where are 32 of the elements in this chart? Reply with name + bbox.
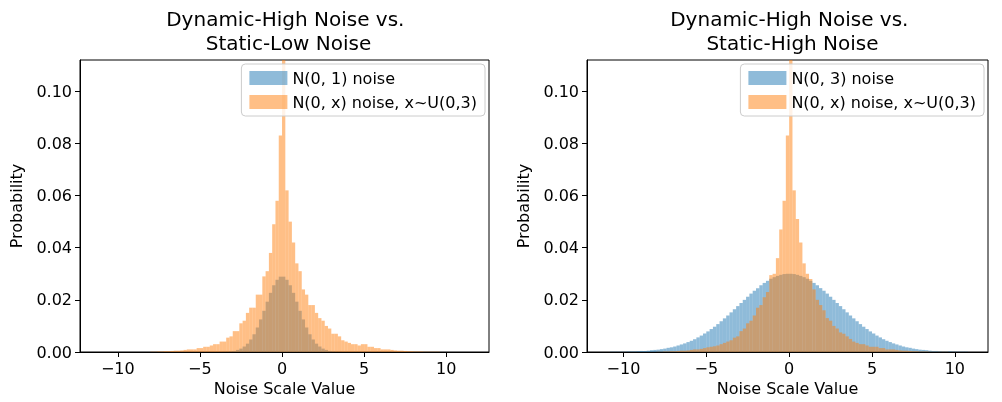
y-tick-label: 0.08 bbox=[543, 133, 579, 153]
y-tick-label: 0.10 bbox=[36, 81, 72, 101]
y-tick-label: 0.06 bbox=[36, 186, 72, 206]
legend-label: N(0, x) noise, x~U(0,3) bbox=[791, 92, 977, 112]
y-tick-label: 0.00 bbox=[543, 342, 579, 362]
x-tick-label: 5 bbox=[359, 358, 370, 378]
legend-label: N(0, 3) noise bbox=[791, 68, 895, 88]
y-axis-title: Probability bbox=[6, 163, 26, 249]
x-tick-label: −5 bbox=[694, 358, 719, 378]
chart-title: Dynamic-High Noise vs. Static-Low Noise bbox=[166, 7, 411, 55]
x-tick-label: 10 bbox=[436, 358, 457, 378]
x-tick-label: −10 bbox=[606, 358, 641, 378]
y-tick-label: 0.06 bbox=[543, 186, 579, 206]
y-tick-label: 0.00 bbox=[36, 342, 72, 362]
chart-title: Dynamic-High Noise vs. Static-High Noise bbox=[670, 7, 915, 55]
y-axis-title: Probability bbox=[513, 163, 533, 249]
x-axis-title: Noise Scale Value bbox=[213, 379, 356, 399]
y-tick-label: 0.04 bbox=[36, 238, 72, 258]
y-tick-label: 0.04 bbox=[543, 238, 579, 258]
y-tick-label: 0.10 bbox=[543, 81, 579, 101]
y-tick-label: 0.02 bbox=[543, 290, 579, 310]
y-tick-label: 0.02 bbox=[36, 290, 72, 310]
x-tick-label: 5 bbox=[866, 358, 878, 378]
x-tick-label: 0 bbox=[276, 358, 288, 378]
legend-label: N(0, 1) noise bbox=[292, 68, 396, 88]
y-tick-label: 0.08 bbox=[36, 133, 72, 153]
x-tick-label: −10 bbox=[100, 358, 135, 378]
legend-label: N(0, x) noise, x~U(0,3) bbox=[292, 92, 478, 112]
x-tick-label: 10 bbox=[944, 358, 966, 378]
x-tick-label: −5 bbox=[188, 358, 212, 378]
x-axis-title: Noise Scale Value bbox=[716, 379, 859, 399]
x-tick-label: 0 bbox=[784, 358, 795, 378]
